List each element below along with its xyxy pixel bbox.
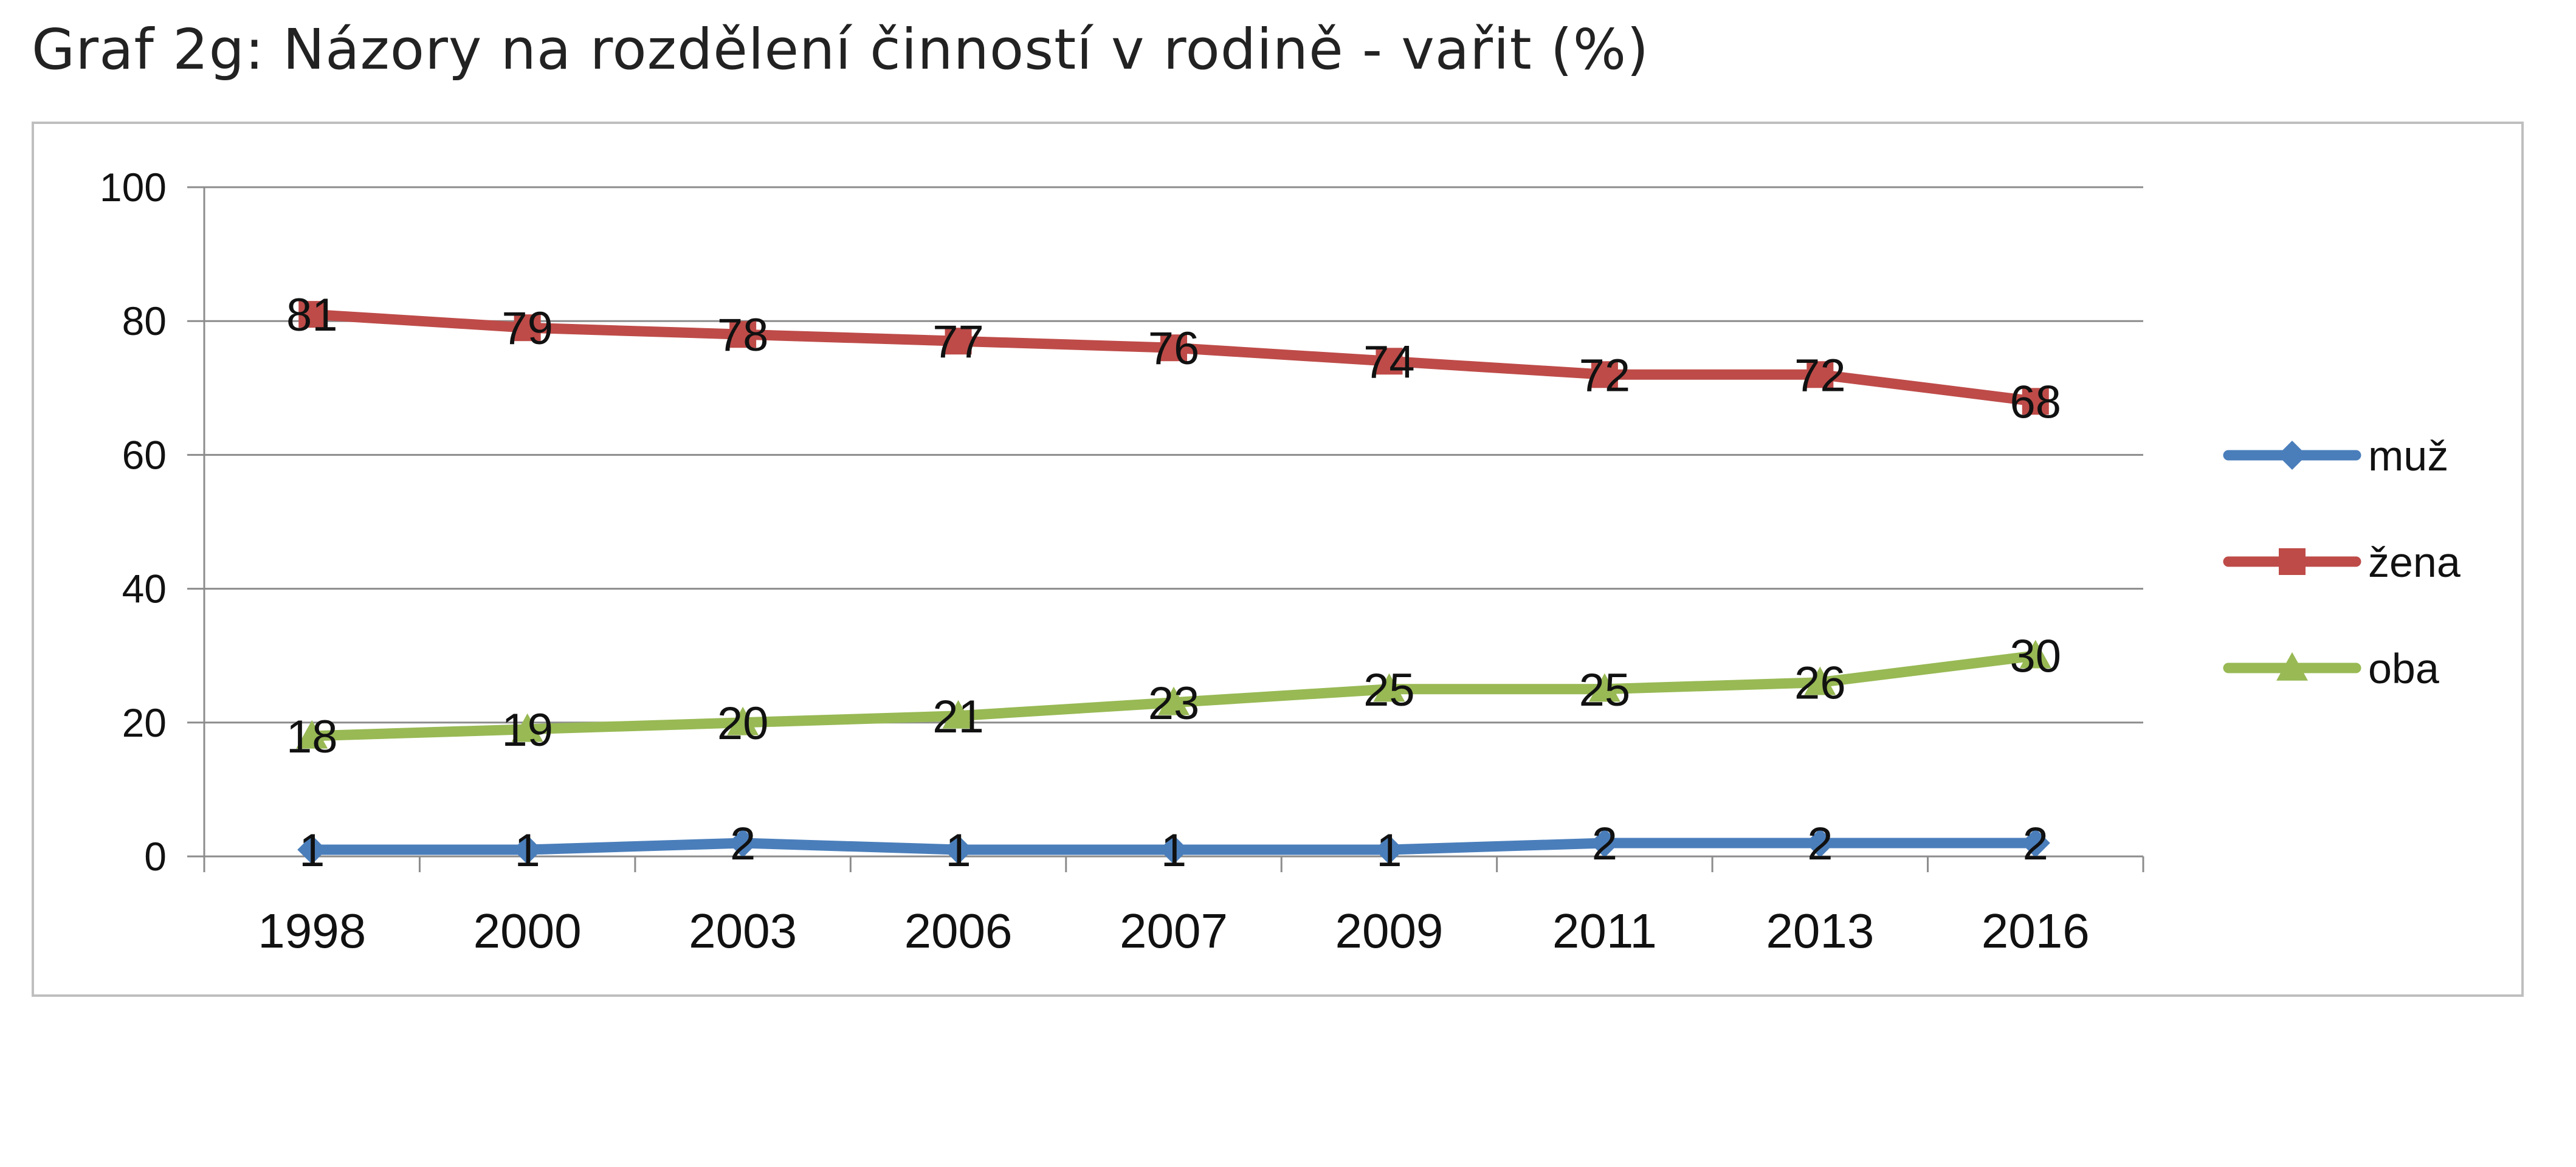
x-tick-label: 2007 xyxy=(1120,904,1228,958)
data-label: 19 xyxy=(501,704,553,756)
series-lines xyxy=(306,309,2041,855)
data-point xyxy=(728,828,758,858)
legend-swatch-marker xyxy=(2278,441,2307,470)
data-label: 79 xyxy=(501,303,553,354)
data-point xyxy=(1158,686,1190,715)
data-point xyxy=(729,321,757,348)
data-label: 1 xyxy=(515,825,540,876)
gridlines xyxy=(204,186,2143,724)
data-point xyxy=(1160,334,1187,362)
data-label: 25 xyxy=(1579,664,1631,716)
x-tick-label: 2003 xyxy=(689,904,797,958)
data-point xyxy=(2022,388,2049,415)
data-point xyxy=(1804,666,1836,695)
y-tick-label: 40 xyxy=(122,566,167,611)
data-label: 2 xyxy=(1592,818,1617,870)
data-point xyxy=(1376,348,1403,375)
data-label: 1 xyxy=(1161,825,1186,876)
legend-swatch-marker xyxy=(2279,548,2306,575)
x-tick-label: 2013 xyxy=(1766,904,1874,958)
x-tick-label: 2000 xyxy=(474,904,582,958)
data-label: 1 xyxy=(945,825,971,876)
data-label: 2 xyxy=(1807,818,1833,870)
data-point xyxy=(296,720,328,749)
series-markers xyxy=(296,301,2051,864)
data-label: 2 xyxy=(730,818,756,870)
y-tick-label: 20 xyxy=(122,700,167,745)
x-tick-label: 1998 xyxy=(258,904,366,958)
data-label: 2 xyxy=(2023,818,2048,870)
legend-label: žena xyxy=(2368,539,2461,586)
data-label: 30 xyxy=(2010,631,2062,683)
data-point xyxy=(2020,828,2050,858)
x-tick-label: 2011 xyxy=(1552,904,1657,958)
data-label: 77 xyxy=(932,316,984,368)
y-tick-label: 80 xyxy=(122,298,167,343)
x-tick-label: 2006 xyxy=(904,904,1013,958)
data-label: 78 xyxy=(717,309,769,361)
page-title: Graf 2g: Názory na rozdělení činností v … xyxy=(32,17,1650,82)
y-tick-label: 100 xyxy=(100,165,167,210)
data-point xyxy=(1373,673,1405,702)
data-label: 1 xyxy=(1376,825,1402,876)
data-point xyxy=(727,706,759,735)
x-tick-label: 2016 xyxy=(1982,904,2090,958)
data-label: 1 xyxy=(299,825,325,876)
legend-label: muž xyxy=(2368,432,2448,480)
y-tick-label: 0 xyxy=(144,834,167,879)
data-point xyxy=(1805,828,1835,858)
data-point xyxy=(1588,673,1620,702)
data-label: 68 xyxy=(2010,376,2062,428)
x-tick-label: 2009 xyxy=(1335,904,1443,958)
data-point xyxy=(1374,835,1404,864)
data-label: 20 xyxy=(717,698,769,749)
data-point xyxy=(1806,361,1834,388)
data-label: 23 xyxy=(1148,678,1200,729)
y-tick-label: 60 xyxy=(122,432,167,477)
data-point xyxy=(297,835,327,864)
data-point xyxy=(1589,828,1619,858)
data-point xyxy=(943,835,973,864)
data-point xyxy=(298,301,326,328)
data-point xyxy=(2019,639,2051,669)
data-label: 26 xyxy=(1794,658,1846,709)
data-point xyxy=(1591,361,1618,388)
legend-swatch-marker xyxy=(2276,652,2308,681)
data-label: 81 xyxy=(286,289,338,341)
data-label: 76 xyxy=(1148,323,1200,374)
data-label: 72 xyxy=(1579,349,1631,401)
data-label: 74 xyxy=(1363,336,1415,388)
data-label: 21 xyxy=(932,691,984,743)
data-point xyxy=(512,835,542,864)
data-label: 25 xyxy=(1363,664,1415,716)
data-point xyxy=(945,328,972,355)
data-point xyxy=(514,314,541,342)
data-point xyxy=(942,700,974,729)
data-label: 18 xyxy=(286,711,338,763)
data-label: 72 xyxy=(1794,349,1846,401)
data-point xyxy=(511,713,543,742)
data-point xyxy=(1159,835,1188,864)
chart-frame: 0 20 40 60 80 100 1998 2000 2003 2006 2007 2009 2011… xyxy=(32,122,2524,997)
legend-label: oba xyxy=(2368,645,2439,692)
legend: muž žena oba xyxy=(2223,432,2461,692)
